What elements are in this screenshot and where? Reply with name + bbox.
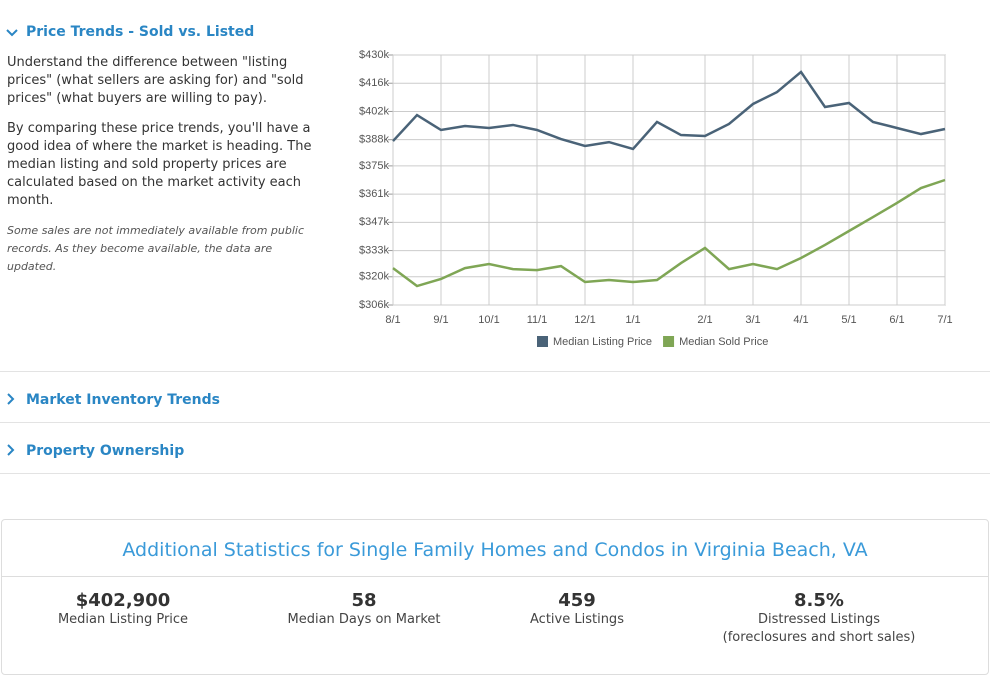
- y-tick-label: $361k: [359, 188, 389, 200]
- paragraph: By comparing these price trends, you'll …: [7, 121, 312, 208]
- stat-label: Median Listing Price: [57, 612, 189, 627]
- stat-value: 8.5%: [794, 590, 844, 611]
- series-line: [392, 70, 946, 151]
- section-title[interactable]: Price Trends - Sold vs. Listed: [26, 24, 255, 40]
- chevron-right[interactable]: [4, 443, 18, 457]
- x-tick-label: 9/1: [433, 314, 448, 326]
- x-tick-label: 10/1: [478, 314, 499, 326]
- stat-sublabel: (foreclosures and short sales): [722, 630, 916, 645]
- legend-label: Median Listing Price: [553, 336, 652, 348]
- y-tick-label: $306k: [359, 299, 389, 311]
- x-tick-label: 5/1: [841, 314, 856, 326]
- stats-title: Additional Statistics for Single Family …: [122, 539, 868, 561]
- stat-value: $402,900: [75, 590, 171, 611]
- stat: 8.5% Distressed Listings (foreclosures and…: [679, 590, 959, 647]
- x-tick-label: 6/1: [889, 314, 904, 326]
- x-tick-label: 2/1: [697, 314, 712, 326]
- chart: $306k $320k $333k $347k $361k $375k $388k $402k…: [359, 49, 953, 348]
- x-tick-label: 3/1: [745, 314, 760, 326]
- x-tick-label: 4/1: [793, 314, 808, 326]
- divider: [0, 371, 990, 372]
- stat-value: 58: [351, 590, 377, 611]
- y-tick-label: $416k: [359, 77, 389, 89]
- y-tick-label: $333k: [359, 244, 389, 256]
- x-tick-label: 7/1: [937, 314, 952, 326]
- series-line: [392, 178, 946, 288]
- legend-swatch: [663, 336, 675, 347]
- divider: [0, 422, 990, 423]
- legend-label: Median Sold Price: [679, 336, 768, 348]
- chevron-down[interactable]: [5, 26, 19, 40]
- y-tick-label: $430k: [359, 49, 389, 61]
- paragraph: Understand the difference between "listi…: [7, 55, 304, 106]
- stats-box: [1, 519, 989, 675]
- divider: [0, 473, 990, 474]
- divider: [2, 576, 988, 577]
- section-title[interactable]: Property Ownership: [26, 443, 185, 459]
- section-title[interactable]: Market Inventory Trends: [26, 392, 220, 408]
- x-tick-label: 1/1: [625, 314, 640, 326]
- x-tick-label: 8/1: [385, 314, 400, 326]
- chevron-right[interactable]: [4, 392, 18, 406]
- y-tick-label: $320k: [359, 271, 389, 283]
- x-tick-label: 11/1: [527, 314, 548, 326]
- stat: 459 Active Listings: [457, 590, 697, 629]
- stat-label: Median Days on Market: [287, 612, 441, 627]
- y-tick-label: $375k: [359, 160, 389, 172]
- x-tick-label: 12/1: [574, 314, 595, 326]
- stat-value: 459: [558, 590, 596, 611]
- y-tick-label: $388k: [359, 134, 389, 146]
- stat: $402,900 Median Listing Price: [3, 590, 243, 629]
- y-tick-label: $402k: [359, 105, 389, 117]
- y-tick-label: $347k: [359, 216, 389, 228]
- stat-label: Distressed Listings: [757, 612, 881, 627]
- stat: 58 Median Days on Market: [244, 590, 484, 629]
- stat-label: Active Listings: [530, 612, 624, 627]
- legend-swatch: [537, 336, 548, 347]
- note: Some sales are not immediately available…: [7, 224, 305, 273]
